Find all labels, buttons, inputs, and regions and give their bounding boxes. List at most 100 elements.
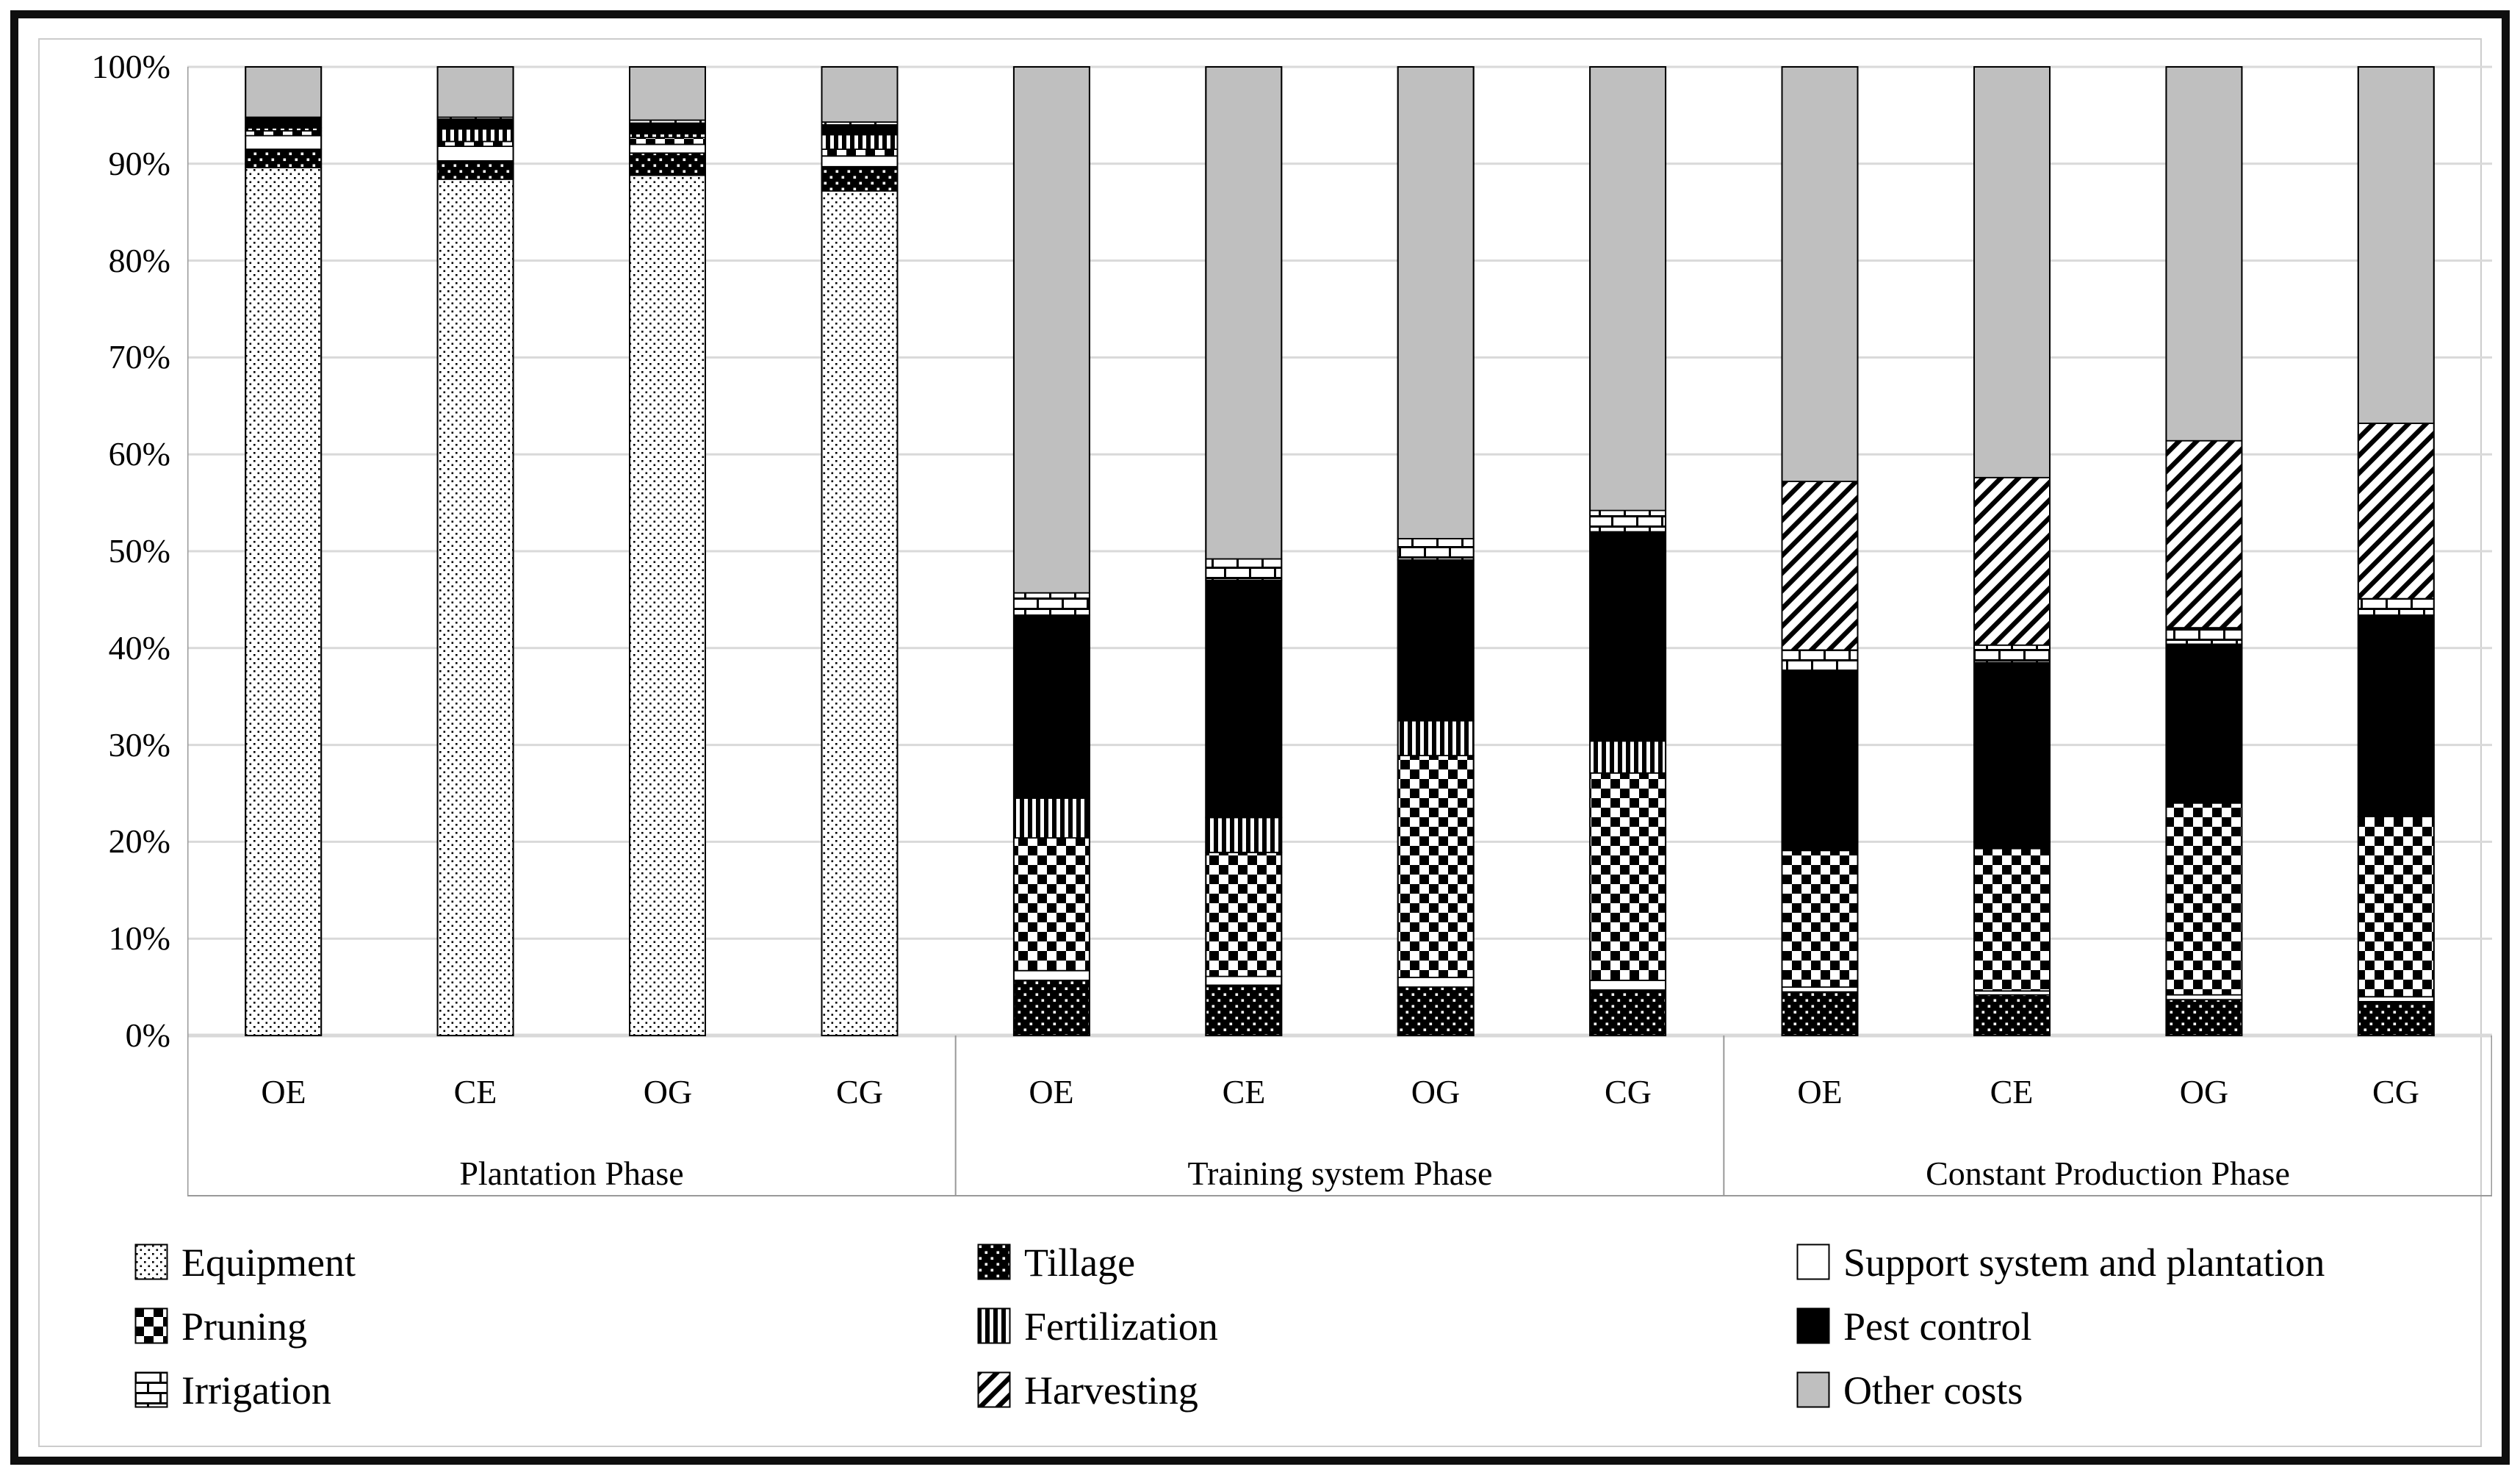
y-tick-label: 50% [108,532,170,570]
bar-segment [821,134,899,151]
bar-segment [2357,614,2435,818]
bar-segment [629,137,706,146]
y-tick-label: 40% [108,629,170,667]
bar-segment [1397,755,1475,978]
category-label: OE [1797,1073,1843,1110]
bar-segment [1589,980,1666,991]
bar-segment [1205,66,1283,560]
y-tick-label: 80% [108,242,170,279]
bar-outline [436,66,514,1036]
bar-segment [2165,66,2243,442]
phase-label: Plantation Phase [459,1155,684,1192]
bar-segment [245,167,323,1036]
bar-segment [436,159,514,180]
phase-label: Training system Phase [1187,1155,1493,1192]
bar-segment [2357,816,2435,998]
bar-segment [1781,850,1859,988]
y-tick-label: 90% [108,145,170,182]
bar-segment [1973,994,2051,1036]
category-label: CE [453,1073,497,1110]
bar-segment [821,66,899,123]
bar-segment [245,116,323,129]
bar-segment [1589,509,1666,533]
bar-segment [1397,66,1475,539]
legend-swatch-other-costs-icon [1796,1371,1830,1408]
legend-label: Equipment [181,1241,356,1285]
bar-segment [1397,559,1475,722]
bar-outline [1589,66,1667,1036]
bar-segment [1589,989,1666,1036]
bar-segment [1589,531,1666,742]
phase-label: Constant Production Phase [1926,1155,2290,1192]
legend-swatch-irrigation-icon [134,1371,168,1408]
bar-segment [1013,66,1090,594]
bar-segment [1397,977,1475,988]
bar-segment [2357,996,2435,1002]
bar-segment [629,174,706,1036]
bar-segment [245,130,323,137]
bar-segment [2357,1001,2435,1036]
bar-segment [629,122,706,134]
y-tick-label: 70% [108,338,170,376]
bar-segment [1397,538,1475,561]
bar-segment [1013,969,1090,981]
category-label: CG [1605,1073,1652,1110]
outer-frame [10,10,2510,1465]
bar-segment [1013,837,1090,972]
bar-segment [1013,980,1090,1036]
bar-segment [2165,802,2243,996]
legend-swatch-equipment-icon [134,1243,168,1280]
bar-segment [245,134,323,150]
bar-segment [1013,614,1090,800]
bar-segment [821,155,899,168]
legend-swatch-pest-control-icon [1796,1307,1830,1344]
legend-swatch-pruning-icon [134,1307,168,1344]
bar-segment [821,165,899,192]
legend-label: Pruning [181,1304,308,1349]
bar-outline [1397,66,1475,1036]
category-label: CG [2372,1073,2419,1110]
bar-outline [1012,66,1090,1036]
category-label: CG [836,1073,883,1110]
bar-segment [436,146,514,162]
bar-segment [1589,740,1666,774]
category-label: OG [2179,1073,2229,1110]
bar-segment [245,148,323,168]
bar-segment [629,152,706,176]
legend-swatch-support-system-and-plantation-icon [1796,1243,1830,1280]
bar-segment [436,128,514,143]
bar-segment [1781,670,1859,852]
bar-segment [2165,439,2243,629]
category-label: OE [1029,1073,1074,1110]
legend-label: Harvesting [1024,1368,1198,1413]
legend-label: Other costs [1843,1368,2023,1413]
legend-label: Support system and plantation [1843,1241,2325,1285]
bar-outline [1205,66,1283,1036]
bar-segment [1397,719,1475,757]
category-label: OE [261,1073,306,1110]
bar-segment [436,118,514,130]
bar-outline [2357,66,2435,1036]
bar-segment [1781,649,1859,672]
bar-outline [1781,66,1859,1036]
bar-segment [821,124,899,136]
category-label: CE [1990,1073,2034,1110]
bar-outline [1973,66,2051,1036]
bar-segment [436,66,514,118]
bar-segment [1589,66,1666,512]
legend-label: Irrigation [181,1368,331,1413]
bar-segment [2165,643,2243,804]
bar-segment [1397,986,1475,1036]
bar-segment [436,140,514,147]
bar-outline [629,66,706,1036]
bar-segment [1973,644,2051,664]
bar-segment [1205,558,1283,581]
bar-segment [629,143,706,154]
bar-segment [1781,986,1859,993]
bar-segment [2165,999,2243,1036]
bar-segment [2357,423,2435,600]
bar-outline [2165,66,2243,1036]
bar-segment [2357,66,2435,424]
bar-segment [1973,661,2051,850]
bar-segment [1781,66,1859,482]
